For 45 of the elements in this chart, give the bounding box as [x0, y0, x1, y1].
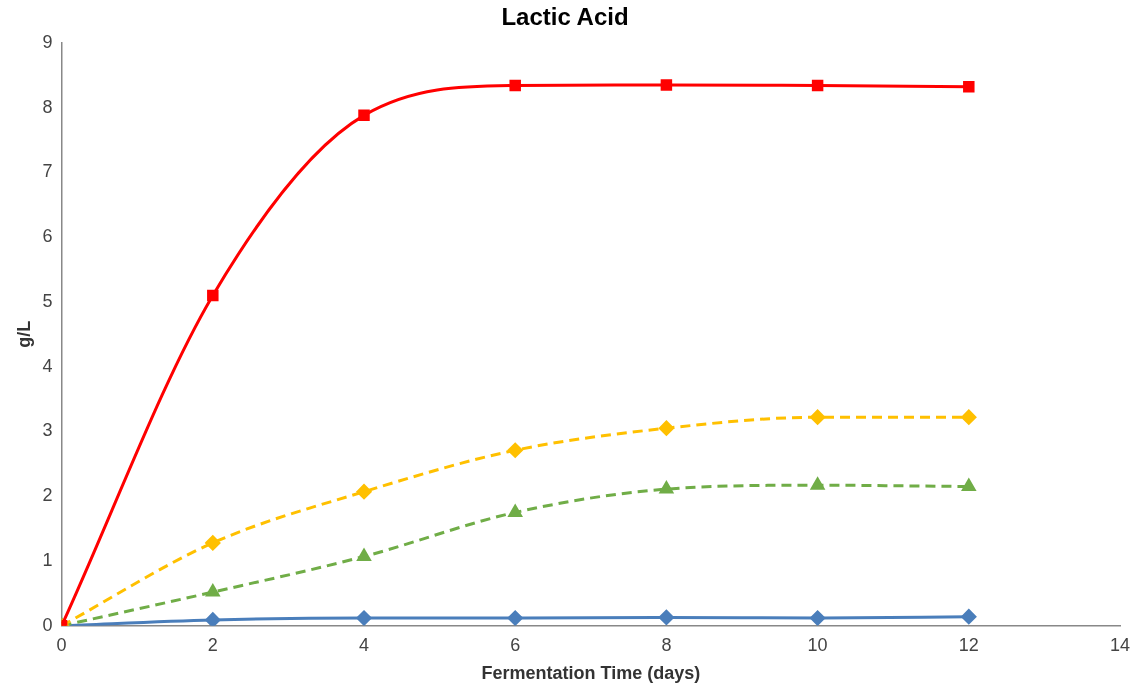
y-tick-label: 8 — [42, 96, 53, 117]
point — [207, 289, 219, 302]
point — [507, 610, 523, 626]
y-tick-label: 6 — [42, 226, 53, 247]
x-axis-title: Fermentation Time (days) — [481, 663, 701, 684]
point — [659, 481, 674, 494]
point — [205, 535, 221, 551]
point — [962, 479, 976, 492]
point — [356, 484, 372, 500]
point — [205, 612, 221, 626]
y-tick-label: 7 — [42, 161, 53, 182]
point — [509, 79, 521, 92]
y-tick-label: 1 — [42, 549, 53, 570]
x-tick-label: 12 — [958, 634, 979, 655]
x-tick-label: 0 — [56, 634, 67, 655]
point — [810, 610, 826, 626]
point — [206, 584, 220, 597]
x-tick-label: 8 — [661, 634, 672, 655]
x-tick-label: 14 — [1109, 634, 1131, 655]
x-tick-label: 4 — [359, 634, 370, 655]
y-tick-label: 0 — [42, 614, 53, 635]
y-tick-label: 2 — [42, 485, 53, 506]
y-tick-label: 4 — [42, 355, 53, 376]
point — [963, 81, 975, 93]
y-axis-title: g/L — [13, 320, 34, 348]
point — [810, 477, 825, 490]
x-tick-label: 10 — [807, 634, 828, 655]
point — [811, 79, 824, 92]
point — [658, 609, 674, 625]
point — [961, 409, 977, 425]
point — [507, 442, 523, 458]
point — [660, 79, 673, 91]
point — [358, 109, 370, 122]
point — [356, 610, 372, 626]
point — [961, 609, 977, 625]
x-tick-label: 6 — [510, 634, 521, 655]
point — [810, 409, 826, 425]
point — [508, 504, 522, 517]
chart-title: Lactic Acid — [501, 3, 629, 31]
point — [658, 420, 674, 436]
y-tick-label: 9 — [42, 31, 53, 52]
point — [357, 548, 371, 561]
y-tick-label: 5 — [42, 290, 53, 311]
x-tick-label: 2 — [207, 634, 218, 655]
y-tick-label: 3 — [42, 420, 53, 441]
